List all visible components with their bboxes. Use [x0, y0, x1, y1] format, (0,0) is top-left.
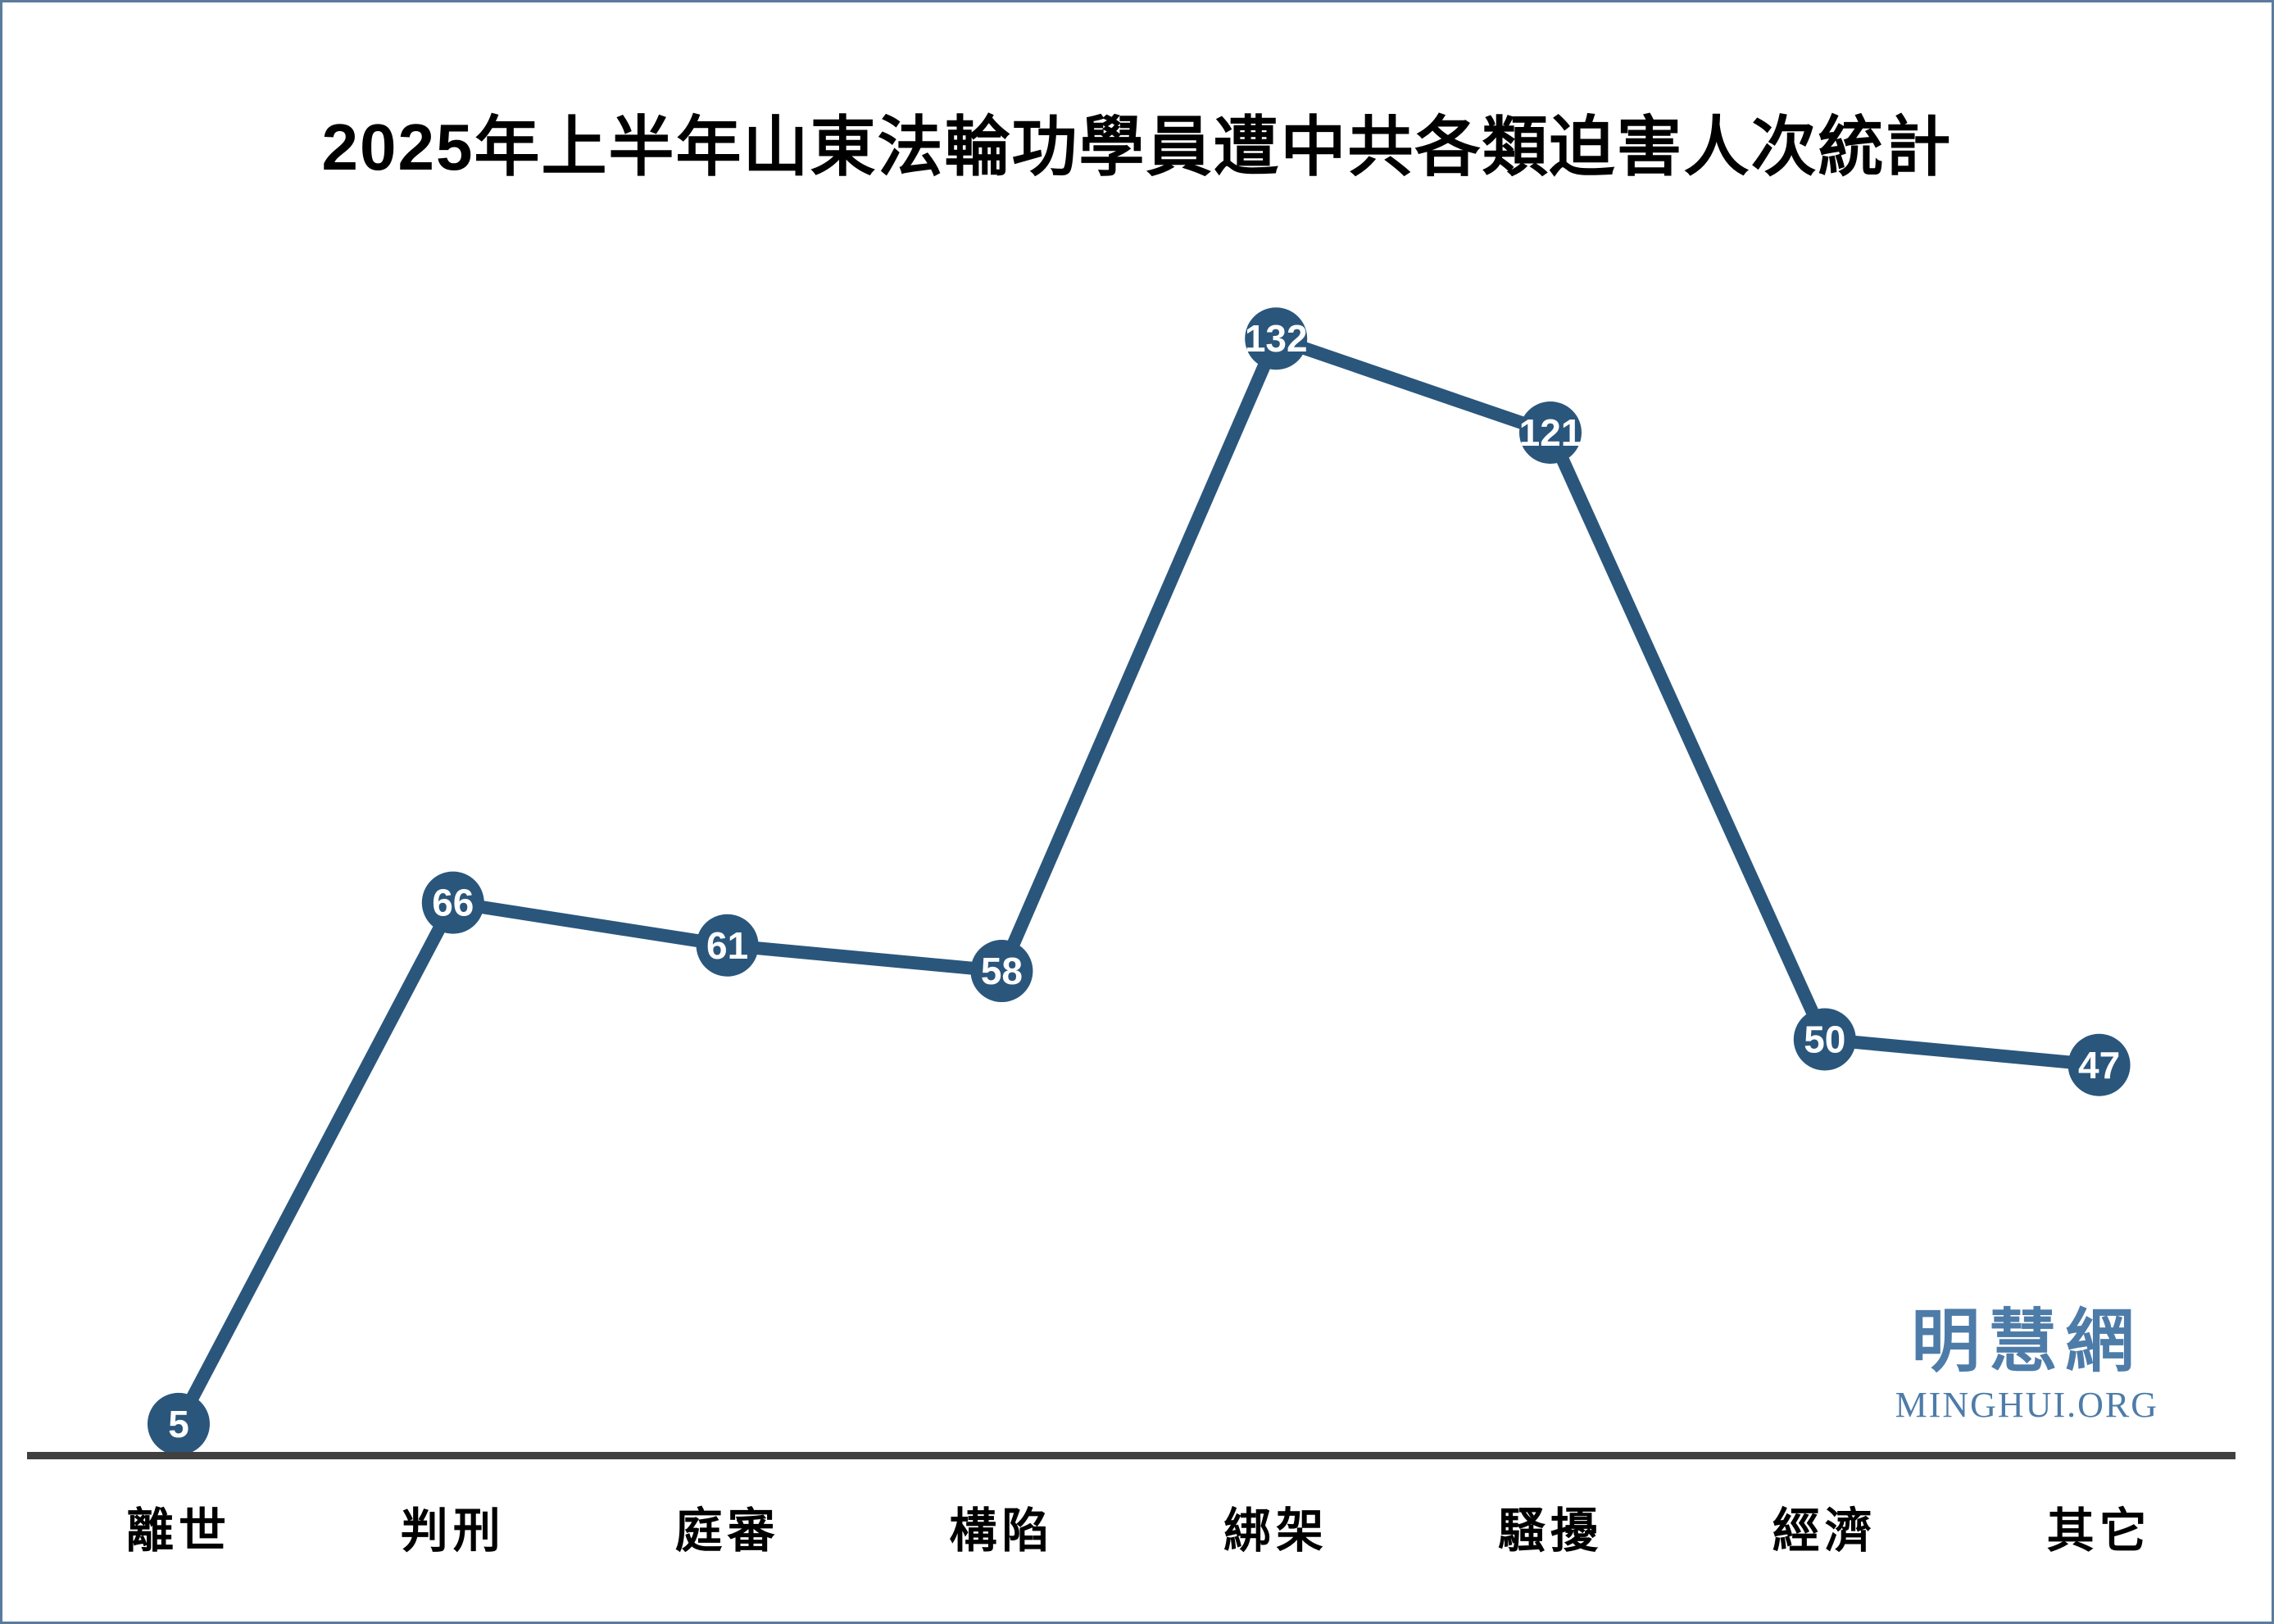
data-point-value: 61 [706, 924, 748, 967]
chart-title: 2025年上半年山東法輪功學員遭中共各類迫害人次統計 [321, 111, 1953, 184]
data-point-marker [1519, 401, 1582, 464]
minghui-logo-text: 明慧網 [1911, 1303, 2143, 1380]
data-point-value: 50 [1804, 1018, 1845, 1061]
data-point-value: 5 [168, 1403, 189, 1445]
minghui-watermark: 明慧網 MINGHUI.ORG [1895, 1307, 2158, 1423]
data-point-marker [1245, 307, 1308, 370]
data-series-line [172, 332, 2106, 1431]
data-point-value: 132 [1245, 317, 1308, 360]
data-point-value: 66 [432, 882, 474, 924]
x-axis-line [27, 1452, 2235, 1459]
data-point-value: 47 [2078, 1044, 2120, 1086]
data-point-marker [2067, 1033, 2131, 1096]
data-point-marker [421, 871, 484, 934]
data-point-value: 58 [981, 950, 1023, 992]
data-point-value: 121 [1519, 411, 1582, 454]
data-point-marker [1793, 1008, 1856, 1071]
minghui-url-text: MINGHUI.ORG [1895, 1385, 2158, 1425]
data-point-marker [696, 914, 759, 977]
data-point-marker [970, 940, 1033, 1003]
data-point-marker [148, 1392, 210, 1455]
